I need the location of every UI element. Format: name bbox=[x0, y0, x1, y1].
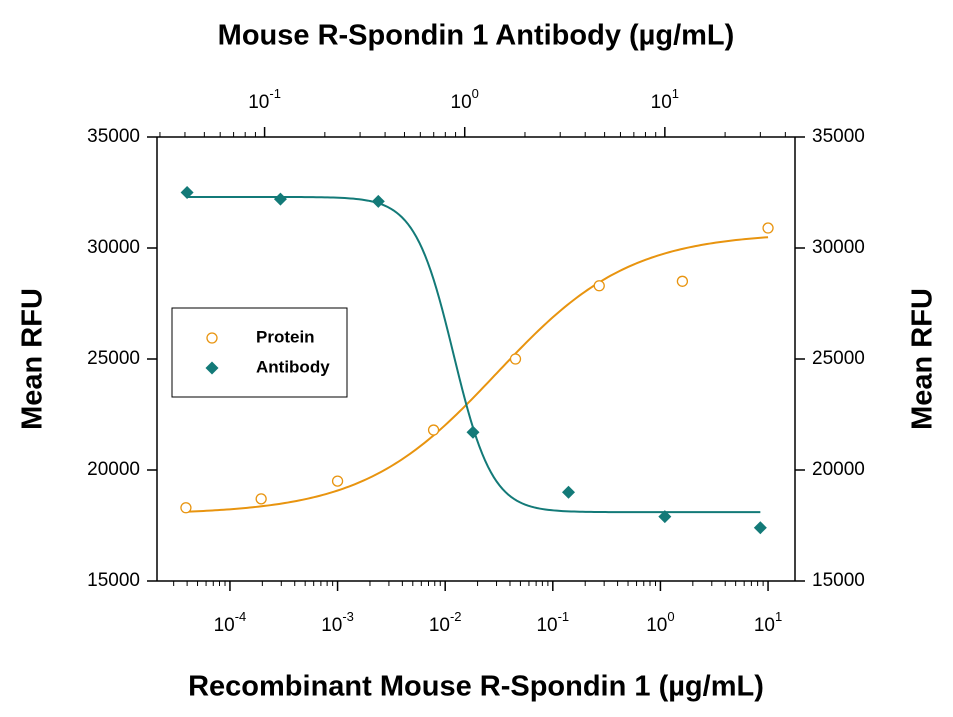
data-point bbox=[180, 186, 194, 199]
data-point bbox=[466, 425, 480, 439]
data-point bbox=[753, 521, 767, 535]
y2-tick-label: 20000 bbox=[812, 459, 865, 480]
x-tick-label: 101 bbox=[651, 86, 679, 113]
x-tick-label: 10-2 bbox=[429, 609, 462, 636]
data-point bbox=[676, 275, 689, 287]
y-tick-label: 30000 bbox=[87, 237, 140, 258]
legend-label: Antibody bbox=[256, 357, 330, 376]
chart-title: Mouse R-Spondin 1 Antibody (µg/mL) bbox=[218, 20, 735, 52]
x-axis-title: Recombinant Mouse R-Spondin 1 (µg/mL) bbox=[188, 671, 764, 703]
y-axis-title: Mean RFU bbox=[17, 288, 49, 430]
data-point bbox=[427, 424, 440, 436]
legend-label: Protein bbox=[256, 327, 315, 346]
y-tick-label: 20000 bbox=[87, 459, 140, 480]
x-tick-label: 10-3 bbox=[321, 609, 354, 636]
y-tick-label: 25000 bbox=[87, 348, 140, 369]
data-point bbox=[180, 502, 192, 514]
x-tick-label: 101 bbox=[754, 609, 782, 636]
y-tick-label: 15000 bbox=[87, 570, 140, 591]
data-point bbox=[255, 493, 267, 505]
data-point bbox=[371, 194, 385, 208]
y2-tick-label: 25000 bbox=[812, 348, 865, 369]
y2-tick-label: 30000 bbox=[812, 237, 865, 258]
data-point bbox=[206, 332, 218, 344]
data-point bbox=[762, 222, 774, 234]
data-point bbox=[593, 280, 605, 292]
y-tick-label: 35000 bbox=[87, 126, 140, 147]
x-tick-label: 100 bbox=[646, 609, 674, 636]
x-tick-label: 10-1 bbox=[536, 609, 569, 636]
x-tick-label: 10-1 bbox=[248, 86, 281, 113]
fit-curve bbox=[185, 236, 769, 513]
data-point bbox=[561, 485, 575, 499]
data-point bbox=[331, 475, 344, 487]
y2-axis-title: Mean RFU bbox=[907, 288, 939, 430]
data-point bbox=[273, 192, 287, 206]
y2-tick-label: 35000 bbox=[812, 126, 865, 147]
y2-tick-label: 15000 bbox=[812, 570, 865, 591]
x-tick-label: 100 bbox=[451, 86, 479, 113]
legend-box bbox=[171, 307, 348, 398]
data-point bbox=[658, 510, 672, 524]
x-tick-label: 10-4 bbox=[214, 609, 247, 636]
data-point bbox=[205, 361, 219, 375]
data-point bbox=[509, 353, 522, 365]
